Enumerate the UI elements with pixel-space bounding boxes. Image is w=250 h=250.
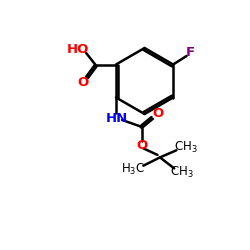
Text: O: O bbox=[152, 108, 163, 120]
Text: CH$_3$: CH$_3$ bbox=[170, 165, 194, 180]
Text: F: F bbox=[186, 46, 195, 59]
Text: H$_3$C: H$_3$C bbox=[121, 162, 145, 177]
Text: O: O bbox=[136, 139, 147, 152]
Text: HO: HO bbox=[67, 42, 89, 56]
Text: HN: HN bbox=[105, 112, 128, 125]
Text: CH$_3$: CH$_3$ bbox=[174, 140, 198, 155]
Text: O: O bbox=[77, 76, 88, 88]
